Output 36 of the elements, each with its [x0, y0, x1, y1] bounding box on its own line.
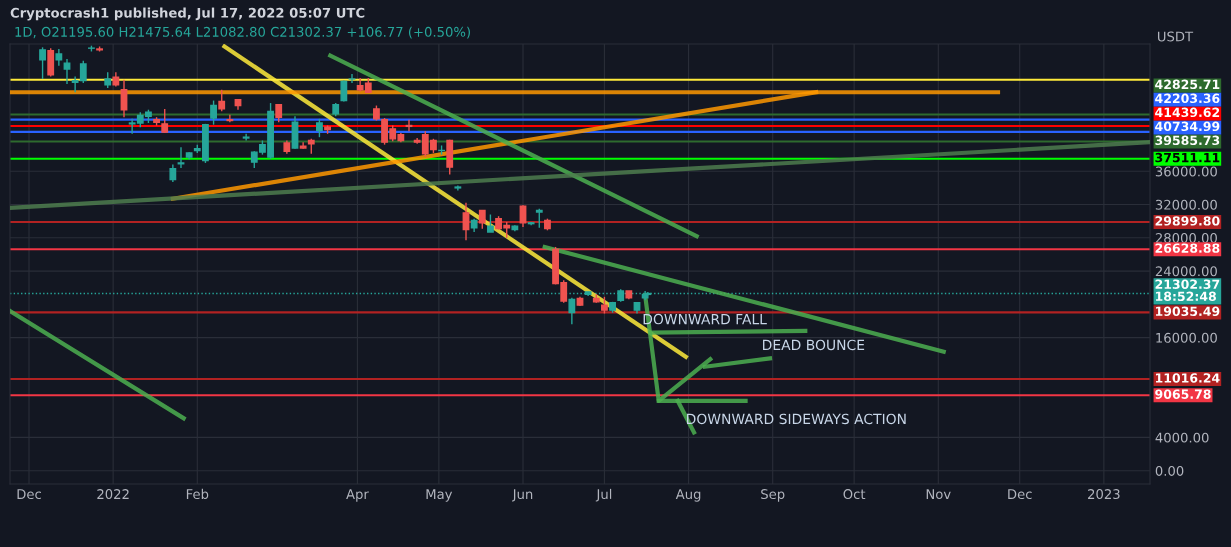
- ref-line-label: 21302.37 18:52:48: [1155, 279, 1220, 302]
- x-tick-label: Feb: [186, 488, 209, 500]
- ref-line-label: 42203.36: [1155, 93, 1220, 104]
- y-tick-label: 16000.00: [1156, 332, 1217, 343]
- ref-line-label: 9065.78: [1155, 389, 1211, 399]
- x-tick-label: 2023: [1088, 489, 1120, 500]
- x-tick-label: Sep: [761, 489, 785, 502]
- x-tick-label: Dec: [1008, 489, 1032, 500]
- ref-line-label: 39585.73: [1155, 135, 1220, 146]
- x-tick-label: Jun: [512, 489, 533, 502]
- y-axis-title: USDT: [1157, 31, 1194, 42]
- ref-line-label: 11016.24: [1155, 373, 1220, 383]
- x-tick-label: Oct: [843, 489, 866, 500]
- x-tick-label: 2022: [97, 489, 129, 500]
- ref-line-label: 29899.80: [1155, 216, 1220, 226]
- chart-title: Cryptocrash1 published, Jul 17, 2022 05:07 UTC: [10, 7, 365, 21]
- x-tick-label: Nov: [926, 489, 951, 500]
- ref-line-label: 42825.71: [1155, 79, 1220, 90]
- x-tick-label: Dec: [17, 489, 41, 500]
- y-tick-label: 28000.00: [1155, 233, 1217, 243]
- ref-line-label: 41439.62: [1155, 107, 1220, 118]
- y-tick-label: 0.00: [1155, 465, 1184, 476]
- x-tick-label: Apr: [346, 489, 369, 502]
- ref-line-label: 19035.49: [1155, 306, 1220, 316]
- y-tick-label: 4000.00: [1155, 432, 1209, 443]
- ref-line-label: 26628.88: [1155, 243, 1220, 253]
- ref-line-label: 37511.11: [1155, 152, 1220, 163]
- ref-line-label: 40734.99: [1155, 121, 1220, 132]
- annotation: DEAD BOUNCE: [763, 339, 865, 351]
- x-tick-label: Aug: [675, 489, 701, 502]
- x-tick-label: May: [426, 489, 453, 502]
- x-tick-label: Jul: [595, 488, 612, 502]
- chart-subtitle: 1D, O21195.60 H21475.64 L21082.80 C21302.37 +106.77 (+0.50%): [15, 26, 470, 39]
- y-tick-label: 24000.00: [1155, 266, 1217, 277]
- y-tick-label: 36000.00: [1155, 166, 1217, 177]
- y-tick-label: 32000.00: [1155, 199, 1217, 210]
